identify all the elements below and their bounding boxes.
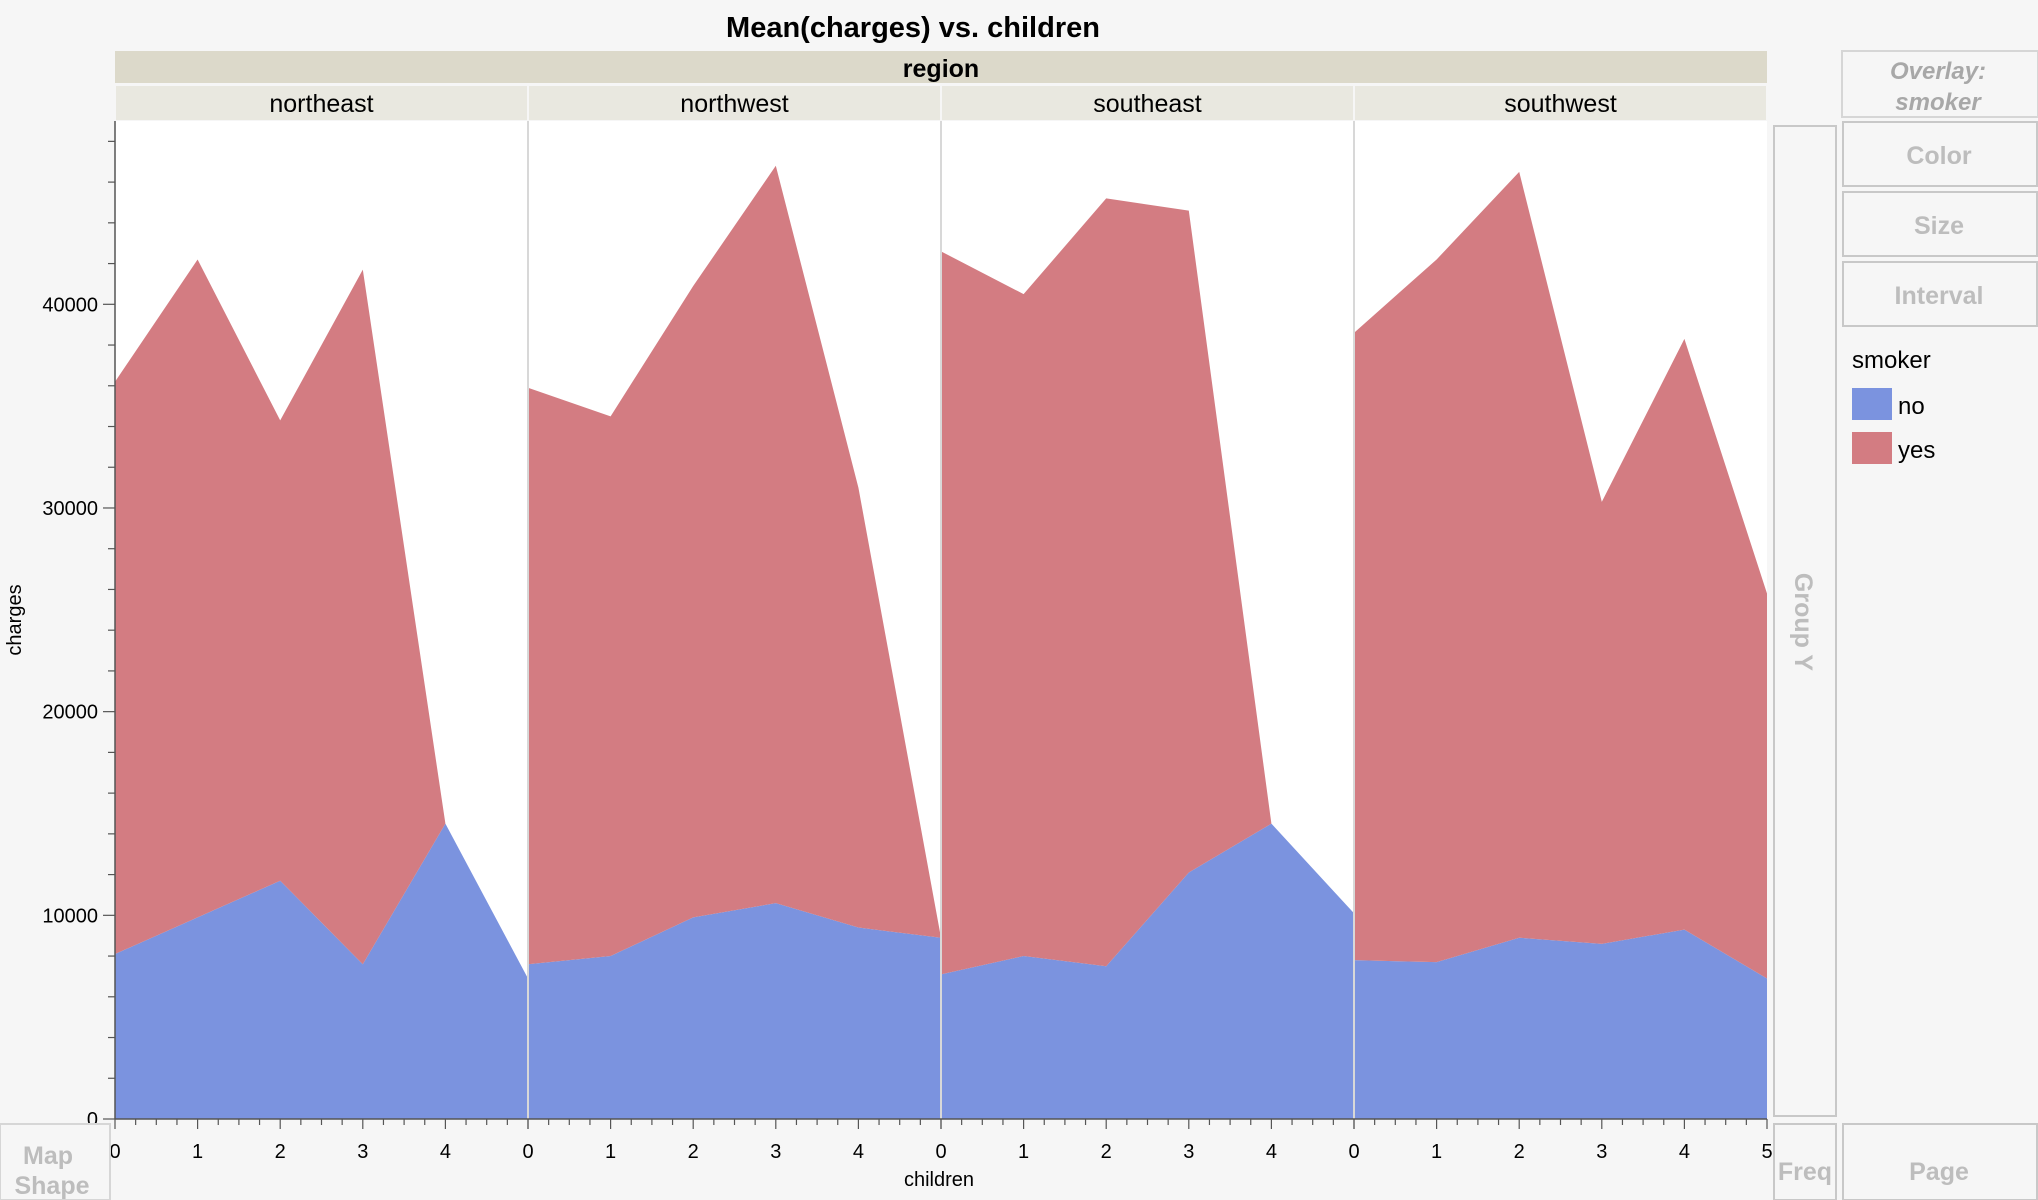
area-southeast-yes[interactable] <box>941 198 1354 975</box>
x-tick-label: 4 <box>1266 1141 1277 1163</box>
x-tick-label: 0 <box>935 1141 946 1163</box>
panel-strip-label-northeast[interactable]: northeast <box>269 90 373 118</box>
x-tick-label: 2 <box>275 1141 286 1163</box>
interval-zone-label: Interval <box>1895 282 1984 310</box>
panel-southeast: southeast 0 1 2 3 4 <box>935 86 1355 1163</box>
x-tick-label: 5 <box>1761 1141 1772 1163</box>
group-y-label: Group Y <box>1789 573 1817 671</box>
x-axis-label[interactable]: children <box>904 1169 974 1191</box>
x-tick-label: 3 <box>1596 1141 1607 1163</box>
size-zone-label: Size <box>1914 212 1964 240</box>
page-zone-label: Page <box>1909 1158 1969 1186</box>
freq-drop-zone[interactable] <box>1773 1123 1837 1200</box>
size-drop-zone[interactable] <box>1842 191 2038 257</box>
x-tick-label: 0 <box>522 1141 533 1163</box>
panel-strip-southeast <box>942 86 1353 120</box>
area-northwest-no[interactable] <box>528 903 941 1119</box>
overlay-drop-zone[interactable] <box>1841 50 2038 118</box>
map-shape-drop-zone[interactable] <box>0 1123 111 1200</box>
facet-header-label[interactable]: region <box>903 55 979 83</box>
panel-northeast: northeast 0 1 2 3 4 <box>109 86 529 1163</box>
x-tick-label: 0 <box>1348 1141 1359 1163</box>
area-southwest-no[interactable] <box>1354 929 1767 1119</box>
panel-strip-label-southeast[interactable]: southeast <box>1093 90 1201 118</box>
x-tick-label: 4 <box>853 1141 864 1163</box>
panel-southwest: southwest 0 1 2 3 4 5 <box>1348 86 1773 1163</box>
map-shape-label-line1: Map <box>23 1142 73 1170</box>
x-tick-label: 4 <box>1679 1141 1690 1163</box>
color-zone-label: Color <box>1906 142 1972 170</box>
panel-strip-label-southwest[interactable]: southwest <box>1504 90 1617 118</box>
overlay-label-line2: smoker <box>1895 89 1982 116</box>
plot-panels: northeast 0 1 2 3 4 northwest 0 1 2 3 4 southeast 0 1 2… <box>109 86 1773 1163</box>
interval-drop-zone[interactable] <box>1842 261 2038 327</box>
panel-strip-northeast <box>116 86 527 120</box>
x-tick-label: 2 <box>1514 1141 1525 1163</box>
x-tick-label: 2 <box>1101 1141 1112 1163</box>
panel-strip-label-northwest[interactable]: northwest <box>680 90 788 118</box>
x-tick-label: 1 <box>1018 1141 1029 1163</box>
y-tick-label: 10000 <box>42 905 98 927</box>
chart-title: Mean(charges) vs. children <box>726 12 1100 44</box>
y-tick-label: 30000 <box>42 498 98 520</box>
color-drop-zone[interactable] <box>1842 121 2038 187</box>
legend-label-no[interactable]: no <box>1898 393 1925 420</box>
group-y-drop-zone[interactable] <box>1773 125 1837 1117</box>
facet-header-bar <box>115 51 1767 83</box>
y-tick-label: 0 <box>87 1109 98 1131</box>
x-tick-label: 1 <box>192 1141 203 1163</box>
legend-swatch-yes[interactable] <box>1852 432 1892 464</box>
x-tick-label: 1 <box>605 1141 616 1163</box>
area-southeast-no[interactable] <box>941 823 1354 1119</box>
legend-label-yes[interactable]: yes <box>1898 437 1935 464</box>
legend-swatch-no[interactable] <box>1852 388 1892 420</box>
x-tick-label: 4 <box>440 1141 451 1163</box>
legend-title: smoker <box>1852 347 1931 374</box>
x-tick-label: 3 <box>1183 1141 1194 1163</box>
y-axis-label[interactable]: charges <box>4 584 26 655</box>
page-drop-zone[interactable] <box>1842 1123 2038 1200</box>
x-tick-label: 0 <box>109 1141 120 1163</box>
freq-zone-label: Freq <box>1778 1158 1832 1186</box>
x-tick-label: 1 <box>1431 1141 1442 1163</box>
area-northeast-no[interactable] <box>115 823 528 1119</box>
area-northeast-yes[interactable] <box>115 259 528 979</box>
x-tick-label: 3 <box>357 1141 368 1163</box>
y-tick-label: 20000 <box>42 702 98 724</box>
y-tick-label: 40000 <box>42 294 98 316</box>
panel-northwest: northwest 0 1 2 3 4 <box>522 86 942 1163</box>
panel-strip-northwest <box>529 86 940 120</box>
area-southwest-yes[interactable] <box>1354 171 1767 979</box>
y-axis: 0 10000 20000 30000 40000 <box>42 140 115 1131</box>
overlay-label-line1: Overlay: <box>1890 58 1986 85</box>
x-tick-label: 2 <box>688 1141 699 1163</box>
area-northwest-yes[interactable] <box>528 165 941 965</box>
map-shape-label-line2: Shape <box>14 1172 89 1200</box>
x-tick-label: 3 <box>770 1141 781 1163</box>
panel-strip-southwest <box>1355 86 1766 120</box>
